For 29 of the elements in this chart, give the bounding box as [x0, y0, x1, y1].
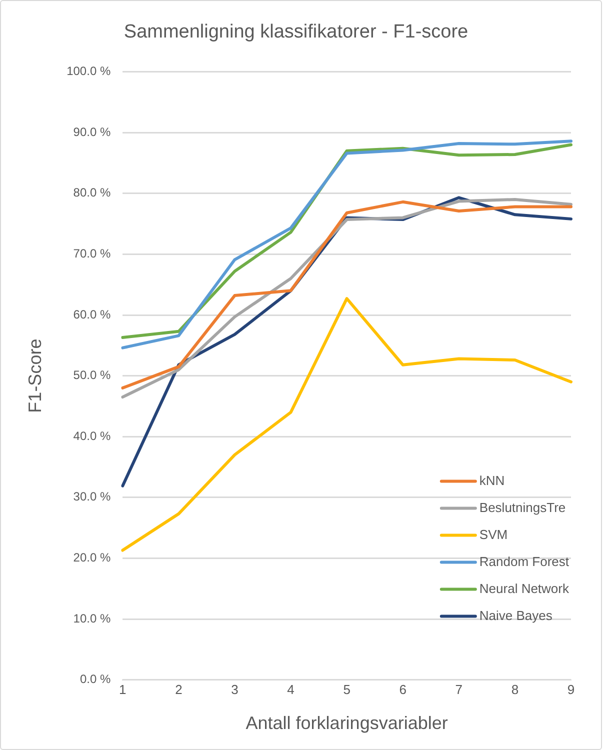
y-tick-label: 60.0 %: [73, 307, 111, 322]
y-tick-label: 70.0 %: [73, 246, 111, 261]
legend-label: BeslutningsTre: [479, 500, 566, 515]
x-tick-label: 9: [567, 682, 575, 698]
legend-label: SVM: [479, 526, 508, 542]
x-tick-label: 2: [175, 682, 182, 698]
legend-label: Neural Network: [479, 580, 570, 596]
x-tick-label: 6: [399, 682, 406, 698]
y-tick-label: 50.0 %: [73, 368, 111, 382]
y-tick-label: 80.0 %: [73, 186, 111, 200]
x-axis-title: Antall forklaringsvariabler: [246, 713, 448, 734]
y-tick-label: 20.0 %: [73, 550, 111, 565]
x-tick-label: 4: [287, 682, 294, 698]
y-tick-label: 90.0 %: [73, 124, 111, 139]
y-tick-label: 10.0 %: [73, 611, 111, 626]
legend-label: Naive Bayes: [479, 608, 553, 623]
y-tick-label: 0.0 %: [80, 672, 111, 686]
x-tick-label: 5: [343, 682, 350, 698]
x-tick-label: 7: [455, 682, 463, 698]
y-tick-label: 40.0 %: [73, 428, 111, 443]
y-tick-label: 30.0 %: [73, 490, 111, 504]
y-tick-label: 100.0 %: [66, 64, 111, 78]
chart-title: Sammenligning klassifikatorer - F1-score: [124, 22, 468, 43]
x-tick-label: 1: [119, 682, 126, 698]
legend-label: Random Forest: [479, 554, 570, 569]
legend-label: kNN: [479, 472, 505, 488]
y-axis-title: F1-Score: [24, 338, 45, 413]
x-tick-label: 3: [231, 682, 238, 698]
x-tick-label: 8: [511, 682, 519, 698]
